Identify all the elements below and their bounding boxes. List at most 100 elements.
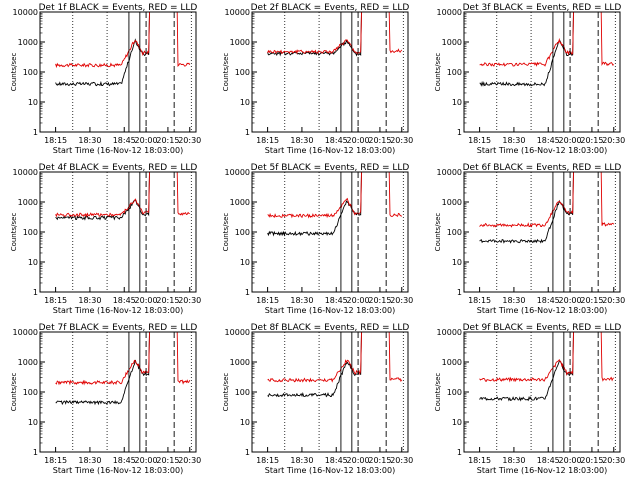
plot-frame <box>463 11 621 133</box>
plot-frame <box>251 11 409 133</box>
x-tick-label: 18:15 <box>44 296 67 305</box>
plot-frame <box>39 331 197 453</box>
y-tick-label: 1000 <box>18 358 38 367</box>
events-series-line <box>55 332 151 406</box>
x-tick-label: 20:30 <box>390 296 413 305</box>
panel-series <box>55 172 190 221</box>
y-tick-label: 10000 <box>437 8 462 17</box>
y-tick-label: 1 <box>245 288 250 297</box>
x-tick-label: 20:30 <box>602 136 625 145</box>
y-axis-label: Counts/sec <box>10 53 18 92</box>
x-tick-label: 20:15 <box>368 296 391 305</box>
y-axis-label: Counts/sec <box>434 373 442 412</box>
x-axis-label: Start Time (16-Nov-12 18:03:00) <box>265 466 395 475</box>
y-tick-label: 1 <box>33 128 38 137</box>
y-axis-label: Counts/sec <box>434 213 442 252</box>
y-tick-label: 1000 <box>442 38 462 47</box>
y-tick-label: 1 <box>457 128 462 137</box>
x-axis-label: Start Time (16-Nov-12 18:03:00) <box>53 146 183 155</box>
panel-1: Det 1f BLACK = Events, RED = LLD 1 10 100 10… <box>10 3 201 155</box>
y-tick-label: 1 <box>33 448 38 457</box>
y-tick-label: 10 <box>452 258 462 267</box>
y-tick-label: 100 <box>23 388 38 397</box>
x-axis-label: Start Time (16-Nov-12 18:03:00) <box>265 146 395 155</box>
y-tick-label: 10000 <box>13 8 38 17</box>
x-tick-label: 18:45 <box>537 136 560 145</box>
y-tick-label: 10 <box>28 418 38 427</box>
panel-series <box>267 332 403 398</box>
x-tick-label: 20:00 <box>559 296 582 305</box>
lld-series-line <box>55 172 190 218</box>
y-tick-label: 10 <box>240 258 250 267</box>
y-tick-label: 10000 <box>437 328 462 337</box>
lld-series-line <box>479 172 615 228</box>
y-tick-label: 10 <box>452 418 462 427</box>
lld-series-line <box>267 12 403 55</box>
events-series-line <box>55 172 151 221</box>
x-tick-label: 20:30 <box>390 456 413 465</box>
events-series-line <box>267 172 363 237</box>
plot-frame <box>463 171 621 293</box>
x-tick-label: 20:15 <box>368 136 391 145</box>
panel-series <box>267 12 403 57</box>
panel-title: Det 8f BLACK = Events, RED = LLD <box>251 323 410 333</box>
x-tick-label: 18:30 <box>502 136 525 145</box>
y-tick-label: 1000 <box>442 198 462 207</box>
panel-6: Det 6f BLACK = Events, RED = LLD 1 10 100 10… <box>434 163 625 315</box>
x-tick-label: 18:30 <box>78 136 101 145</box>
y-tick-label: 10 <box>28 258 38 267</box>
x-tick-label: 20:00 <box>559 456 582 465</box>
x-tick-label: 18:15 <box>468 296 491 305</box>
panel-title: Det 6f BLACK = Events, RED = LLD <box>463 163 622 173</box>
y-tick-label: 1000 <box>230 198 250 207</box>
x-tick-label: 20:30 <box>178 456 201 465</box>
x-axis-label: Start Time (16-Nov-12 18:03:00) <box>477 146 607 155</box>
plot-frame <box>463 331 621 453</box>
x-tick-label: 18:15 <box>44 136 67 145</box>
x-tick-label: 18:30 <box>78 456 101 465</box>
y-axis-label: Counts/sec <box>434 53 442 92</box>
x-tick-label: 20:15 <box>580 456 603 465</box>
y-tick-label: 10000 <box>225 328 250 337</box>
y-tick-label: 10000 <box>225 168 250 177</box>
y-tick-label: 100 <box>235 68 250 77</box>
panel-2: Det 2f BLACK = Events, RED = LLD 1 10 100 10… <box>222 3 413 155</box>
x-tick-label: 20:00 <box>135 296 158 305</box>
panel-series <box>479 12 615 87</box>
panel-8: Det 8f BLACK = Events, RED = LLD 1 10 100 10… <box>222 323 413 475</box>
y-axis-label: Counts/sec <box>10 213 18 252</box>
x-tick-label: 20:30 <box>602 296 625 305</box>
panel-title: Det 2f BLACK = Events, RED = LLD <box>251 3 410 13</box>
panel-series <box>479 172 615 244</box>
lld-series-line <box>267 332 403 383</box>
x-tick-label: 18:45 <box>325 456 348 465</box>
y-tick-label: 1000 <box>230 38 250 47</box>
x-tick-label: 20:30 <box>178 296 201 305</box>
panel-5: Det 5f BLACK = Events, RED = LLD 1 10 100 10… <box>222 163 413 315</box>
x-tick-label: 20:15 <box>580 136 603 145</box>
y-tick-label: 100 <box>23 228 38 237</box>
x-tick-label: 20:00 <box>135 456 158 465</box>
x-tick-label: 20:00 <box>347 456 370 465</box>
events-series-line <box>55 12 151 87</box>
x-tick-label: 18:45 <box>113 136 136 145</box>
y-axis-label: Counts/sec <box>10 373 18 412</box>
x-tick-label: 18:30 <box>502 296 525 305</box>
plot-frame <box>39 171 197 293</box>
x-tick-label: 20:00 <box>347 296 370 305</box>
y-tick-label: 1000 <box>442 358 462 367</box>
events-series-line <box>267 12 363 57</box>
y-tick-label: 10 <box>452 98 462 107</box>
panel-title: Det 4f BLACK = Events, RED = LLD <box>39 163 198 173</box>
x-tick-label: 18:15 <box>256 136 279 145</box>
y-tick-label: 100 <box>23 68 38 77</box>
x-tick-label: 18:45 <box>325 296 348 305</box>
x-tick-label: 18:15 <box>468 456 491 465</box>
panel-series <box>479 332 615 402</box>
y-tick-label: 100 <box>447 68 462 77</box>
lld-series-line <box>55 332 191 386</box>
y-tick-label: 10 <box>240 98 250 107</box>
x-tick-label: 18:30 <box>290 136 313 145</box>
events-series-line <box>267 332 363 398</box>
x-tick-label: 18:30 <box>290 456 313 465</box>
